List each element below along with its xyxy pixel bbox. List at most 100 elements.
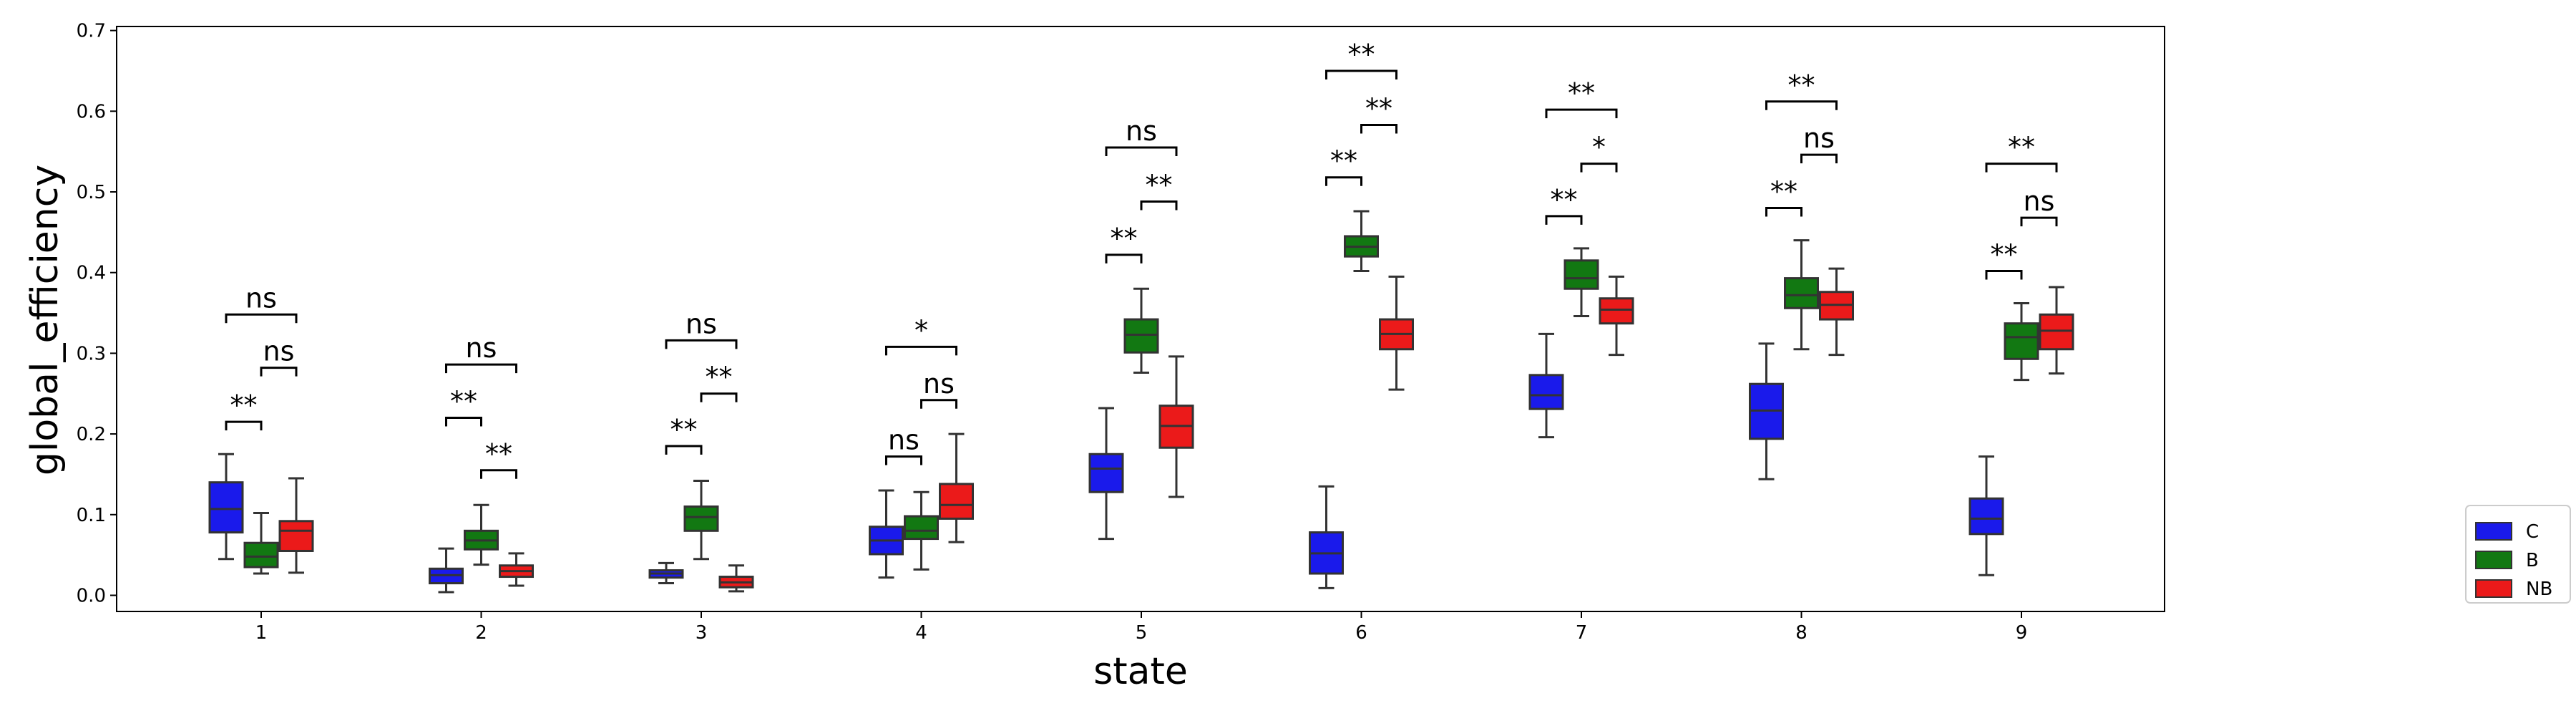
box-nb-state-5 <box>1158 355 1194 498</box>
bracket-line <box>1140 200 1178 211</box>
bracket-line <box>1765 207 1802 217</box>
bracket-line <box>1105 253 1143 263</box>
significance-label: ** <box>1788 69 1815 101</box>
y-tick-label: 0.0 <box>77 585 106 606</box>
bracket-line <box>885 345 957 356</box>
legend-label-c: C <box>2526 521 2539 543</box>
significance-bracket: ** <box>1765 176 1802 217</box>
box-body <box>1784 277 1819 309</box>
y-tick-label: 0.3 <box>77 343 106 364</box>
bracket-line <box>700 392 738 402</box>
x-tick-label: 3 <box>696 622 708 644</box>
bracket-line <box>445 363 517 374</box>
x-tick-label: 5 <box>1136 622 1148 644</box>
box-body <box>1123 318 1159 354</box>
bracket-line <box>1765 100 1838 110</box>
y-tick-label: 0.2 <box>77 424 106 445</box>
bracket-line <box>2020 216 2058 227</box>
significance-label: ** <box>485 438 512 470</box>
box-b-state-3 <box>683 479 719 561</box>
x-tick-label: 4 <box>915 622 927 644</box>
x-tick-label: 7 <box>1576 622 1588 644</box>
significance-bracket: ns <box>1800 122 1838 164</box>
significance-bracket: ns <box>225 282 298 324</box>
box-b-state-8 <box>1784 239 1819 351</box>
significance-bracket: ** <box>1140 170 1178 211</box>
box-c-state-4 <box>869 489 904 579</box>
significance-label: ns <box>923 368 955 400</box>
significance-label: ns <box>1126 115 1157 147</box>
significance-label: ns <box>466 332 497 364</box>
significance-bracket: ** <box>480 438 517 479</box>
bracket-line <box>225 420 263 431</box>
significance-bracket: ** <box>665 414 703 455</box>
significance-bracket: ns <box>920 368 957 409</box>
box-body <box>2039 313 2074 351</box>
significance-bracket: ** <box>445 386 482 427</box>
bracket-line <box>1985 269 2023 280</box>
box-b-state-2 <box>464 503 499 566</box>
box-body <box>683 505 719 532</box>
box-nb-state-7 <box>1599 275 1634 357</box>
box-body <box>1563 259 1599 290</box>
box-c-state-3 <box>648 561 684 585</box>
legend-label-nb: NB <box>2526 579 2552 600</box>
box-nb-state-3 <box>718 564 754 593</box>
box-b-state-7 <box>1563 247 1599 318</box>
box-body <box>208 481 244 534</box>
bracket-line <box>225 313 298 324</box>
significance-bracket: ns <box>260 336 298 377</box>
bracket-line <box>1580 163 1618 173</box>
significance-label: ** <box>1365 92 1392 124</box>
box-c-state-1 <box>208 453 244 561</box>
box-c-state-8 <box>1749 342 1784 480</box>
bracket-line <box>665 445 703 455</box>
significance-bracket: * <box>885 314 957 356</box>
significance-label: * <box>1592 132 1606 163</box>
box-c-state-2 <box>429 547 464 594</box>
significance-bracket: ** <box>1985 132 2058 173</box>
significance-label: ** <box>230 390 258 421</box>
significance-label: ** <box>1146 170 1173 201</box>
bracket-line <box>445 417 482 427</box>
bracket-line <box>885 455 922 465</box>
bracket-line <box>1360 123 1397 134</box>
x-tick-label: 8 <box>1795 622 1807 644</box>
significance-label: ns <box>888 425 919 456</box>
box-b-state-6 <box>1344 210 1379 272</box>
box-body <box>1968 497 2004 536</box>
legend-swatch-nb <box>2475 579 2512 598</box>
significance-label: ** <box>1551 184 1578 216</box>
significance-bracket: ns <box>2020 185 2058 227</box>
legend: CB NB <box>2465 505 2571 604</box>
bracket-line <box>1105 146 1178 157</box>
box-nb-state-6 <box>1379 275 1414 391</box>
significance-bracket: ns <box>445 332 517 374</box>
box-body <box>939 483 974 520</box>
bracket-line <box>665 339 738 349</box>
box-nb-state-2 <box>499 552 534 587</box>
significance-bracket: ** <box>1105 223 1143 263</box>
y-axis-label: global_efficiency <box>24 165 67 475</box>
significance-bracket: ns <box>665 308 738 349</box>
significance-bracket: ** <box>700 362 738 402</box>
significance-bracket: ** <box>1360 92 1397 134</box>
significance-label: * <box>914 314 928 346</box>
box-c-state-6 <box>1309 485 1344 589</box>
y-tick-label: 0.6 <box>77 101 106 122</box>
y-tick-label: 0.1 <box>77 505 106 526</box>
significance-label: ** <box>1348 39 1375 70</box>
box-nb-state-4 <box>939 432 974 543</box>
significance-label: ** <box>670 414 698 445</box>
x-tick-label: 6 <box>1355 622 1367 644</box>
box-nb-state-8 <box>1819 267 1854 357</box>
significance-label: ** <box>1991 238 2018 270</box>
box-body <box>243 541 279 569</box>
box-b-state-5 <box>1123 287 1159 374</box>
bracket-line <box>1325 176 1362 186</box>
box-body <box>2004 322 2039 360</box>
box-body <box>278 520 314 552</box>
significance-bracket: ** <box>1545 77 1618 119</box>
bracket-line <box>260 367 298 377</box>
